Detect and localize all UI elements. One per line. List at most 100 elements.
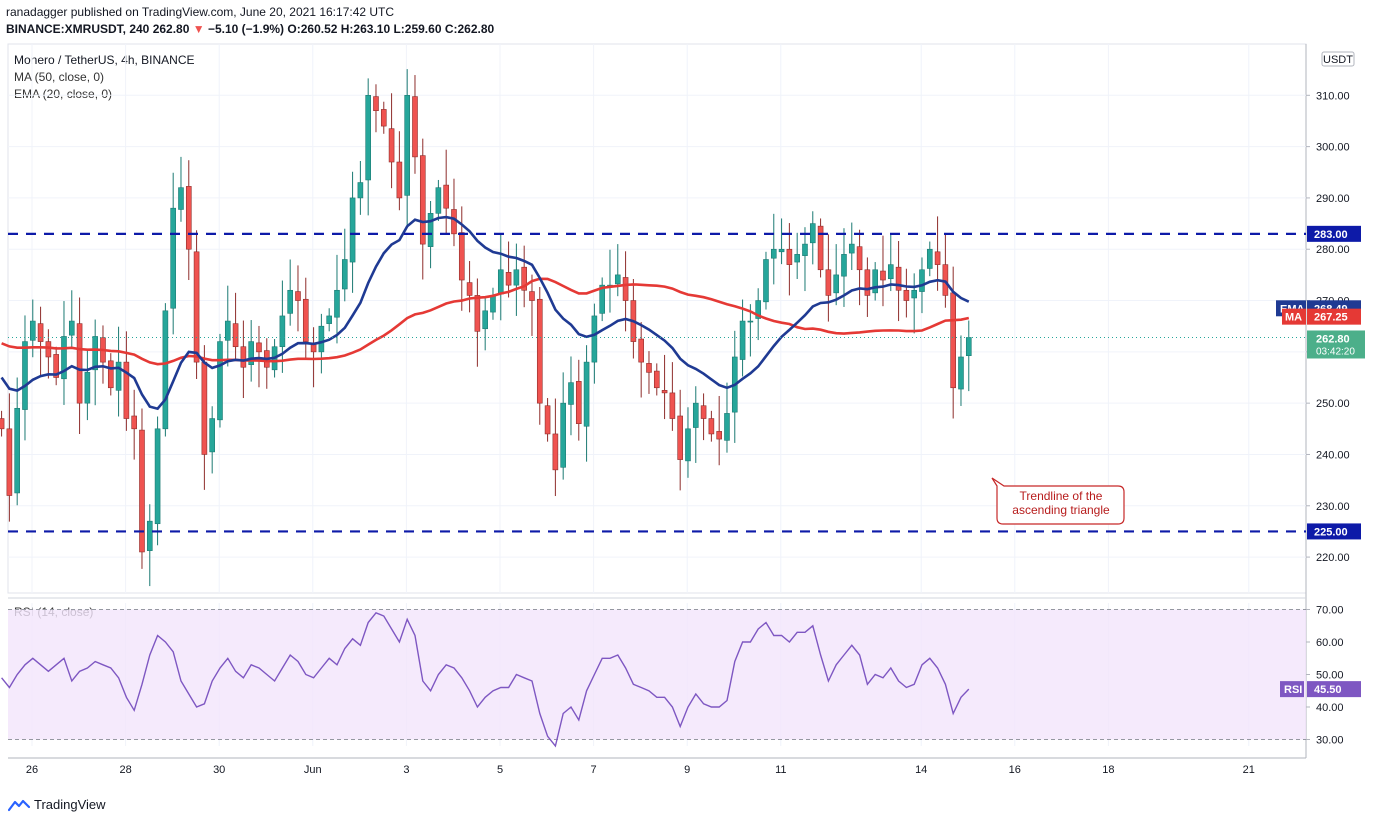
candle-body [365,95,371,181]
candle-up [287,259,293,326]
time-tick-label: 3 [403,764,409,776]
candle-down [700,393,707,441]
candle-up [209,406,215,474]
candle-up [341,228,348,302]
candle-body [716,431,722,440]
grid [7,43,1307,759]
candle-body [536,298,543,404]
candle-down [638,322,644,398]
candle-up [887,233,894,292]
candle-body [856,246,863,271]
candle-down [474,278,481,367]
candle-body [521,266,527,291]
candle-body [217,341,223,421]
candle-body [123,361,130,419]
candle-down [419,138,426,280]
price-tick-label: 240.00 [1316,449,1350,461]
candle-down [37,306,44,377]
candle-body [427,213,434,247]
candle-down [107,353,114,396]
candle-up [84,350,91,421]
candle-body [154,428,161,525]
publish-info: ranadagger published on TradingView.com,… [6,5,395,19]
symbol-line: BINANCE:XMRUSDT, 240 262.80 ▼ −5.10 (−1.… [6,22,494,36]
candle-down [880,235,886,307]
candle-body [279,315,286,348]
candle-body [560,402,566,468]
time-tick-label: 26 [26,764,38,776]
candle-down [451,178,457,247]
candle-body [575,381,582,424]
candle-body [443,184,449,209]
ema-legend[interactable]: EMA (20, close, 0) [14,87,113,101]
candle-down [716,395,722,466]
candle-body [419,155,426,245]
candle-body [747,320,754,323]
chart-title[interactable]: Monero / TetherUS, 4h, BINANCE [14,53,195,67]
candle-up [770,213,777,285]
candle-body [848,243,855,254]
candle-body [770,248,777,259]
candle-up [22,315,28,441]
time-tick-label: 30 [213,764,225,776]
candle-up [833,244,839,306]
candle-up [560,372,566,480]
candle-down [388,93,395,189]
candle-body [201,361,208,455]
time-tick-label: 18 [1102,764,1114,776]
time-axis: 26 28 30 Jun 3 5 7 9 11 14 16 18 21 [26,764,1255,776]
ma-legend[interactable]: MA (50, close, 0) [14,70,105,84]
candle-body [794,254,800,263]
candle-body [802,243,808,256]
candle-body [786,248,793,265]
candle-body [552,433,559,471]
candle-body [497,269,504,295]
candle-body [903,289,910,301]
candle-down [443,149,449,235]
candle-down [708,410,715,442]
candle-body [224,320,231,341]
last-price-tag-bg [1307,330,1365,359]
ma-name-tag: MA [1285,312,1302,324]
candle-up [591,303,598,384]
candle-down [380,101,387,134]
tradingview-brand[interactable]: TradingView [8,797,106,812]
candle-body [817,225,824,271]
candle-up [92,319,98,406]
candle-body [490,295,496,313]
level-tag: 225.00 [1314,526,1348,538]
candle-up [513,243,520,316]
candle-body [139,429,145,553]
candle-down [505,241,512,298]
rsi-name-tag-bg [1280,681,1304,698]
candle-body [778,248,785,253]
candle-body [669,392,676,419]
candle-up [248,320,254,382]
candle-body [926,248,933,269]
candle-body [68,320,75,336]
candle-body [146,520,153,551]
candle-up [404,69,410,227]
candle-body [185,186,192,250]
candle-down [263,338,270,389]
candle-down [201,345,208,490]
price-tick-label: 220.00 [1316,552,1350,564]
ma-value-tag: 267.25 [1314,312,1348,324]
candle-up [692,386,699,463]
candle-body [115,361,122,391]
candle-body [677,415,683,460]
candle-down [630,278,637,359]
candle-up [763,251,769,310]
candle-body [170,207,176,309]
candle-down [575,359,582,441]
rsi-tick-label: 30.00 [1316,735,1344,747]
candle-body [763,259,769,303]
candle-body [544,405,551,435]
rsi-band [8,609,1306,740]
candle-body [887,264,894,280]
candle-body [373,96,379,112]
currency-box [1321,51,1355,67]
candle-down [123,331,130,431]
